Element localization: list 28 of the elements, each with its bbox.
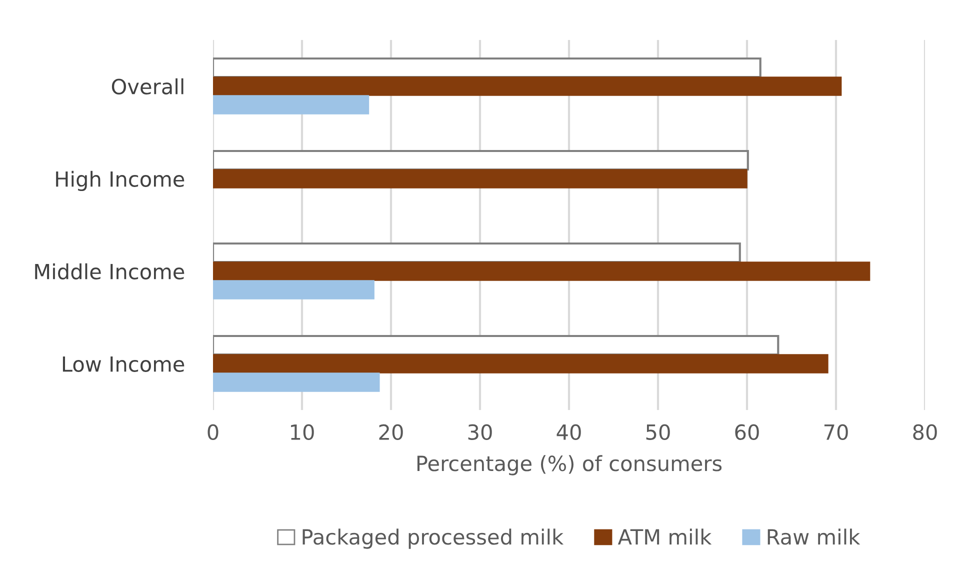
bar (213, 150, 749, 171)
y-tick-label: Overall (112, 78, 184, 94)
bar (213, 372, 380, 392)
bar (213, 242, 741, 264)
bar (213, 169, 748, 188)
bar (213, 262, 870, 281)
legend-label: Raw milk (768, 528, 860, 545)
legend-label: Packaged processed milk (302, 528, 564, 549)
x-tick-label: 10 (291, 424, 314, 440)
x-tick-label: 30 (468, 424, 492, 440)
x-tick-label: 40 (556, 424, 581, 440)
x-tick-label: 50 (646, 424, 670, 440)
x-tick-label: 60 (735, 424, 759, 440)
x-tick-label: 80 (913, 424, 937, 440)
x-tick-label: 70 (824, 424, 848, 440)
bar (213, 280, 374, 300)
x-tick-label: 20 (379, 424, 403, 440)
x-axis-title: Percentage (%) of consumers (417, 455, 722, 476)
legend-label: ATM milk (618, 528, 712, 544)
x-tick-label: 0 (208, 424, 218, 440)
y-tick-label: Low Income (62, 356, 184, 372)
bar (213, 95, 370, 114)
y-tick-label: High Income (56, 170, 184, 191)
bar (213, 57, 762, 78)
y-tick-label: Middle Income (35, 263, 184, 280)
bar (213, 334, 780, 356)
bar (213, 76, 842, 96)
bar (213, 354, 828, 374)
